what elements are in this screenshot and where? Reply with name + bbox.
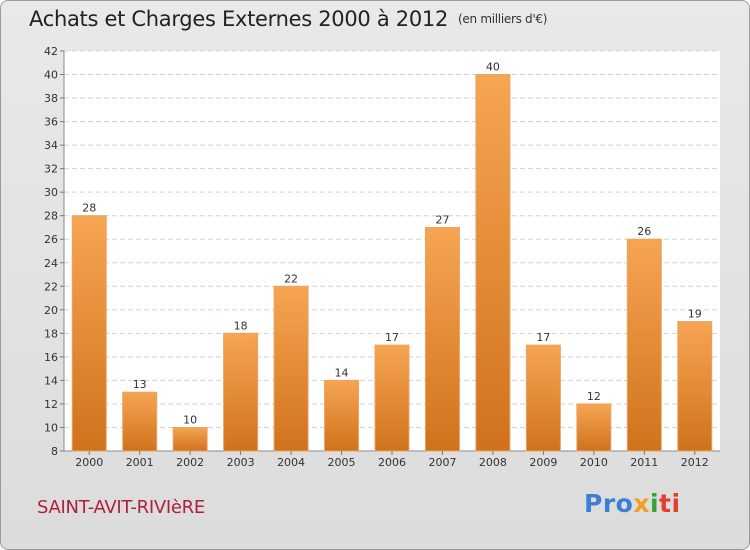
bar bbox=[576, 403, 612, 452]
bar bbox=[374, 344, 410, 452]
bar bbox=[525, 344, 561, 452]
y-tick-label: 36 bbox=[44, 116, 58, 129]
x-tick-label: 2011 bbox=[630, 456, 658, 469]
y-tick-label: 22 bbox=[44, 280, 58, 293]
y-tick-label: 38 bbox=[44, 92, 58, 105]
bar-value-label: 17 bbox=[536, 331, 550, 344]
bar bbox=[424, 226, 460, 452]
bar-value-label: 17 bbox=[385, 331, 399, 344]
x-tick-label: 2002 bbox=[176, 456, 204, 469]
x-tick-label: 2010 bbox=[580, 456, 608, 469]
bar bbox=[677, 321, 713, 452]
bar-value-label: 14 bbox=[335, 366, 349, 379]
y-tick-label: 18 bbox=[44, 327, 58, 340]
bar-value-label: 12 bbox=[587, 390, 601, 403]
x-tick-label: 2009 bbox=[529, 456, 557, 469]
chart-title: Achats et Charges Externes 2000 à 2012 (e… bbox=[29, 7, 547, 31]
y-tick-label: 32 bbox=[44, 163, 58, 176]
x-tick-label: 2004 bbox=[277, 456, 305, 469]
x-tick-label: 2000 bbox=[75, 456, 103, 469]
chart-subtitle: (en milliers d'€) bbox=[458, 12, 548, 26]
bar bbox=[626, 238, 662, 452]
x-tick-label: 2005 bbox=[328, 456, 356, 469]
y-tick-label: 42 bbox=[44, 45, 58, 58]
bar bbox=[273, 285, 309, 452]
y-tick-label: 30 bbox=[44, 186, 58, 199]
y-tick-label: 34 bbox=[44, 139, 58, 152]
logo-part-1: Pro bbox=[584, 489, 634, 518]
bar bbox=[324, 379, 360, 452]
x-tick-label: 2008 bbox=[479, 456, 507, 469]
logo-part-4: ti bbox=[659, 489, 681, 518]
bar-value-label: 26 bbox=[637, 225, 651, 238]
bar-value-label: 10 bbox=[183, 413, 197, 426]
y-tick-label: 26 bbox=[44, 233, 58, 246]
logo-part-3: i bbox=[649, 489, 660, 518]
x-tick-label: 2007 bbox=[428, 456, 456, 469]
location-name: SAINT-AVIT-RIVIèRE bbox=[37, 497, 205, 518]
y-tick-label: 12 bbox=[44, 398, 58, 411]
x-tick-label: 2003 bbox=[227, 456, 255, 469]
logo-part-2: x bbox=[633, 489, 650, 518]
y-tick-label: 10 bbox=[44, 421, 58, 434]
y-tick-label: 8 bbox=[51, 445, 58, 458]
y-tick-label: 24 bbox=[44, 257, 58, 270]
bar-value-label: 22 bbox=[284, 272, 298, 285]
bar bbox=[475, 74, 511, 452]
bar-value-label: 18 bbox=[234, 319, 248, 332]
bar-value-label: 28 bbox=[82, 202, 96, 215]
chart-title-text: Achats et Charges Externes 2000 à 2012 bbox=[29, 7, 449, 31]
bar bbox=[172, 426, 208, 452]
bar-value-label: 27 bbox=[435, 213, 449, 226]
bar bbox=[122, 391, 158, 452]
proxiti-logo: Proxiti bbox=[584, 489, 681, 518]
y-tick-label: 28 bbox=[44, 210, 58, 223]
y-tick-label: 14 bbox=[44, 374, 58, 387]
x-tick-label: 2001 bbox=[126, 456, 154, 469]
y-tick-label: 40 bbox=[44, 69, 58, 82]
bar-value-label: 13 bbox=[133, 378, 147, 391]
bar-value-label: 19 bbox=[688, 308, 702, 321]
x-tick-label: 2012 bbox=[681, 456, 709, 469]
x-tick-label: 2006 bbox=[378, 456, 406, 469]
bar bbox=[223, 332, 259, 452]
bar bbox=[71, 215, 107, 452]
y-tick-label: 20 bbox=[44, 304, 58, 317]
bar-value-label: 40 bbox=[486, 61, 500, 74]
y-tick-label: 16 bbox=[44, 351, 58, 364]
